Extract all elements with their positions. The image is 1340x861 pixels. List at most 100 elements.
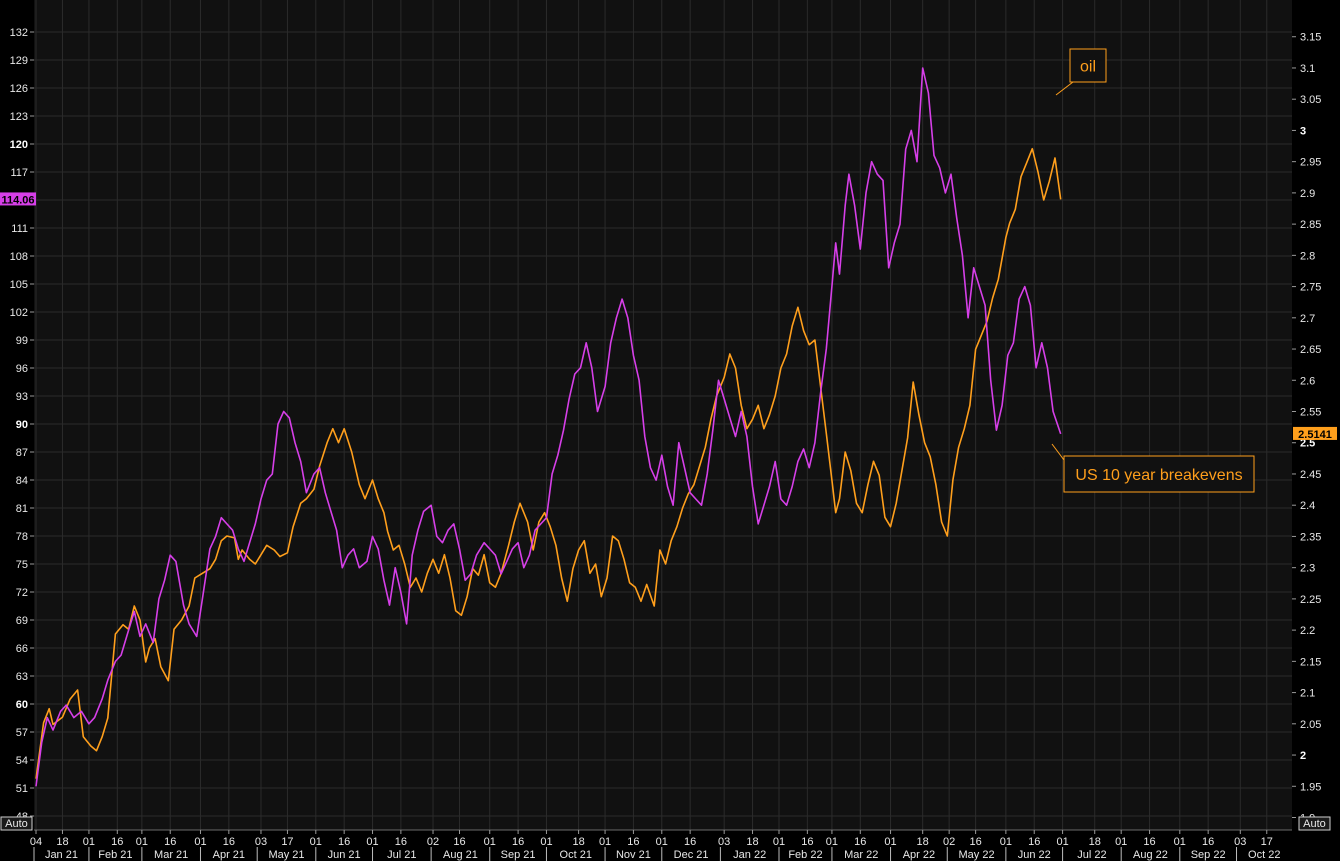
left-tick-label: 54 bbox=[16, 755, 28, 767]
left-tick-label: 51 bbox=[16, 783, 28, 795]
x-month-label: Jun 22 bbox=[1018, 849, 1051, 861]
x-day-tick-label: 16 bbox=[164, 836, 176, 848]
x-day-tick-label: 01 bbox=[83, 836, 95, 848]
x-day-tick-label: 03 bbox=[718, 836, 730, 848]
right-tick-label: 2 bbox=[1300, 750, 1306, 762]
x-day-tick-label: 04 bbox=[30, 836, 42, 848]
x-day-tick-label: 16 bbox=[969, 836, 981, 848]
series-line-oil bbox=[35, 147, 1062, 779]
x-day-tick-label: 16 bbox=[627, 836, 639, 848]
x-axis: 04 18 01 16 01 16 01 16 03 17 01 16 01 16 02 16 01 16 01 18… bbox=[30, 829, 1292, 861]
x-day-tick-label: 03 bbox=[1234, 836, 1246, 848]
left-tick-label: 78 bbox=[16, 531, 28, 543]
x-month-label: Jul 22 bbox=[1077, 849, 1106, 861]
left-tick-label: 129 bbox=[10, 55, 28, 67]
x-month-label: Oct 21 bbox=[560, 849, 592, 861]
right-tick-label: 3.1 bbox=[1300, 63, 1315, 75]
x-day-tick-label: 01 bbox=[366, 836, 378, 848]
right-tick-label: 2.65 bbox=[1300, 344, 1321, 356]
annotation-leader-line bbox=[1055, 81, 1074, 96]
left-tick-label: 72 bbox=[16, 587, 28, 599]
right-tick-label: 2.9 bbox=[1300, 188, 1315, 200]
right-tick-label: 1.95 bbox=[1300, 781, 1321, 793]
x-day-tick-label: 01 bbox=[1056, 836, 1068, 848]
x-month-label: Mar 22 bbox=[844, 849, 878, 861]
x-day-tick-label: 01 bbox=[773, 836, 785, 848]
left-tick-label: 123 bbox=[10, 111, 28, 123]
x-day-tick-label: 16 bbox=[1202, 836, 1214, 848]
right-tick-label: 2.6 bbox=[1300, 375, 1315, 387]
x-day-tick-label: 16 bbox=[453, 836, 465, 848]
x-day-tick-label: 16 bbox=[1143, 836, 1155, 848]
left-tick-label: 75 bbox=[16, 559, 28, 571]
right-tick-label: 2.2 bbox=[1300, 625, 1315, 637]
right-axis: 1.91.9522.052.12.152.22.252.32.352.42.45… bbox=[1292, 32, 1321, 825]
x-day-tick-label: 17 bbox=[1261, 836, 1273, 848]
x-month-label: May 21 bbox=[268, 849, 304, 861]
left-tick-label: 66 bbox=[16, 643, 28, 655]
right-tick-label: 2.1 bbox=[1300, 688, 1315, 700]
x-day-tick-label: 02 bbox=[943, 836, 955, 848]
x-day-tick-label: 01 bbox=[310, 836, 322, 848]
left-tick-label: 87 bbox=[16, 447, 28, 459]
annotation-us-10-year-breakevens: US 10 year breakevens bbox=[1051, 443, 1255, 493]
x-day-tick-label: 18 bbox=[56, 836, 68, 848]
x-day-tick-label: 01 bbox=[484, 836, 496, 848]
right-tick-label: 3.05 bbox=[1300, 94, 1321, 106]
left-tick-label: 60 bbox=[16, 699, 28, 711]
right-tick-label: 2.85 bbox=[1300, 219, 1321, 231]
auto-button-left[interactable]: Auto bbox=[0, 816, 33, 831]
x-day-tick-label: 03 bbox=[255, 836, 267, 848]
right-tick-label: 2.75 bbox=[1300, 282, 1321, 294]
left-tick-label: 111 bbox=[11, 223, 28, 235]
x-month-label: Mar 21 bbox=[154, 849, 188, 861]
oil-last-value-badge: 114.06 bbox=[0, 192, 36, 206]
gridlines bbox=[34, 0, 1292, 830]
x-day-tick-label: 16 bbox=[395, 836, 407, 848]
x-day-tick-label: 01 bbox=[194, 836, 206, 848]
breakevens-last-value-badge: 2.5141 bbox=[1293, 426, 1337, 441]
right-tick-label: 2.95 bbox=[1300, 157, 1321, 169]
breakevens-last-value: 2.5141 bbox=[1298, 429, 1332, 441]
x-day-tick-label: 18 bbox=[746, 836, 758, 848]
right-tick-label: 2.15 bbox=[1300, 656, 1321, 668]
x-day-tick-label: 01 bbox=[540, 836, 552, 848]
x-day-tick-label: 16 bbox=[1028, 836, 1040, 848]
auto-button-right[interactable]: Auto bbox=[1298, 816, 1331, 831]
left-tick-label: 90 bbox=[16, 419, 28, 431]
plot-area bbox=[34, 0, 1292, 830]
series-layer bbox=[35, 67, 1062, 787]
x-month-label: May 22 bbox=[959, 849, 995, 861]
left-tick-label: 81 bbox=[16, 503, 28, 515]
left-tick-label: 108 bbox=[10, 251, 28, 263]
left-tick-label: 120 bbox=[10, 139, 28, 151]
annotation-text: US 10 year breakevens bbox=[1075, 467, 1242, 484]
right-tick-label: 2.35 bbox=[1300, 531, 1321, 543]
x-day-tick-label: 01 bbox=[599, 836, 611, 848]
x-month-label: Sep 21 bbox=[501, 849, 536, 861]
x-day-tick-label: 01 bbox=[1115, 836, 1127, 848]
x-day-tick-label: 01 bbox=[1174, 836, 1186, 848]
left-tick-label: 69 bbox=[16, 615, 28, 627]
x-month-label: Apr 22 bbox=[903, 849, 935, 861]
x-day-tick-label: 16 bbox=[684, 836, 696, 848]
x-day-tick-label: 18 bbox=[917, 836, 929, 848]
annotation-layer: oil US 10 year breakevens bbox=[1051, 48, 1255, 493]
x-month-label: Nov 21 bbox=[616, 849, 651, 861]
x-day-tick-label: 16 bbox=[338, 836, 350, 848]
x-day-tick-label: 17 bbox=[281, 836, 293, 848]
x-day-tick-label: 18 bbox=[1089, 836, 1101, 848]
x-day-tick-label: 16 bbox=[111, 836, 123, 848]
right-tick-label: 2.8 bbox=[1300, 250, 1315, 262]
right-tick-label: 2.4 bbox=[1300, 500, 1315, 512]
left-tick-label: 84 bbox=[16, 475, 28, 487]
series-line-us-10-year-breakevens bbox=[35, 67, 1062, 787]
right-tick-label: 3.15 bbox=[1300, 32, 1321, 44]
x-day-tick-label: 01 bbox=[826, 836, 838, 848]
right-tick-label: 2.05 bbox=[1300, 719, 1321, 731]
x-month-label: Jan 22 bbox=[733, 849, 766, 861]
auto-button-right-label: Auto bbox=[1303, 818, 1326, 830]
x-day-tick-label: 02 bbox=[427, 836, 439, 848]
annotation-text: oil bbox=[1080, 59, 1096, 76]
